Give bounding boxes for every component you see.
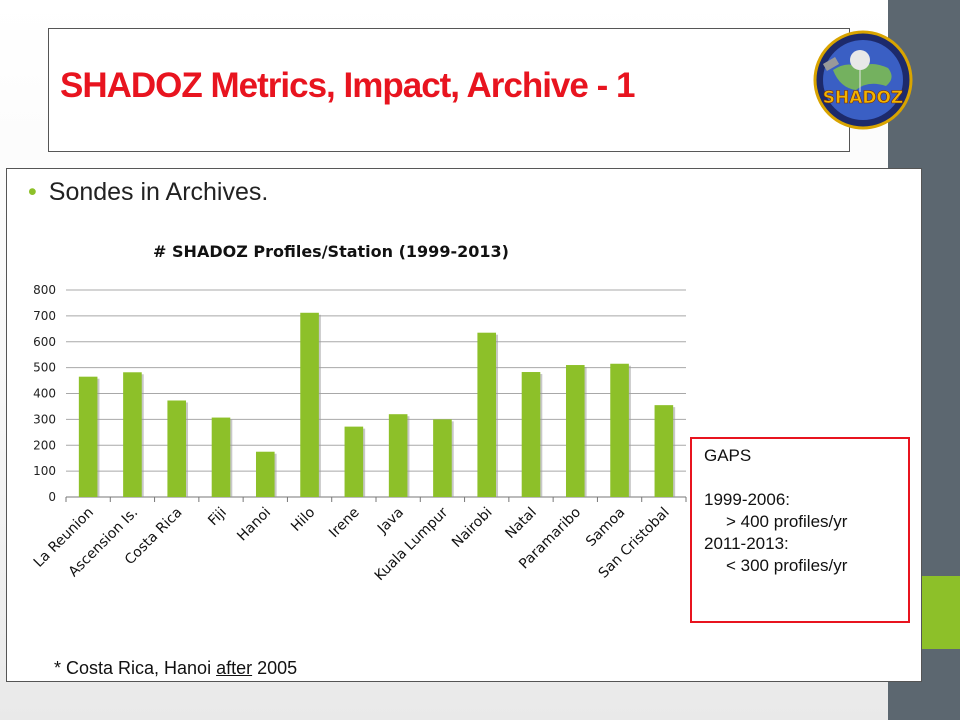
bars — [78, 312, 676, 497]
bar — [344, 426, 364, 497]
bar — [300, 312, 319, 497]
category-label: Java — [374, 505, 407, 538]
gaps-period-1: 1999-2006: — [704, 490, 791, 509]
y-tick-label: 100 — [33, 464, 56, 478]
shadoz-logo: SHADOZ — [813, 30, 913, 130]
bullet-item: • Sondes in Archives. — [28, 178, 268, 207]
logo-text: SHADOZ — [823, 88, 904, 108]
bar — [388, 414, 408, 497]
bar — [610, 363, 629, 497]
bar — [521, 372, 541, 497]
gaps-period-2: 2011-2013: — [704, 534, 789, 553]
gaps-rate-2: < 300 profiles/yr — [726, 556, 848, 575]
y-tick-label: 400 — [33, 387, 56, 401]
gaps-rate-1: > 400 profiles/yr — [726, 512, 848, 531]
footnote: * Costa Rica, Hanoi after 2005 — [54, 658, 297, 679]
y-tick-label: 600 — [33, 335, 56, 349]
y-tick-label: 300 — [33, 412, 56, 426]
bar — [167, 400, 187, 497]
bar — [477, 332, 497, 497]
category-label: Natal — [502, 505, 539, 542]
bullet-dot: • — [28, 178, 37, 206]
footnote-underlined: after — [216, 658, 253, 678]
y-tick-label: 800 — [33, 283, 56, 297]
y-tick-label: 0 — [48, 490, 56, 504]
bar — [123, 372, 142, 497]
category-label: Irene — [326, 505, 363, 542]
slide-title: SHADOZ Metrics, Impact, Archive - 1 — [60, 66, 635, 105]
y-tick-label: 700 — [33, 309, 56, 323]
axis-labels: 0 100 200 300 400 500 600 700 800 — [33, 283, 56, 504]
bar — [433, 419, 452, 497]
footnote-prefix: * Costa Rica, Hanoi — [54, 658, 217, 678]
category-label: Hilo — [288, 505, 318, 535]
category-label: Hanoi — [234, 505, 274, 545]
gridlines — [65, 289, 687, 502]
bar — [78, 376, 98, 497]
footnote-suffix: 2005 — [252, 658, 298, 678]
category-label: Fiji — [205, 505, 230, 530]
gaps-callout: GAPS 1999-2006: > 400 profiles/yr 2011-2… — [690, 437, 910, 623]
gaps-spacer — [704, 467, 908, 489]
y-tick-label: 200 — [33, 438, 56, 452]
y-tick-label: 500 — [33, 361, 56, 375]
bar — [211, 417, 231, 497]
bar — [255, 451, 275, 497]
category-label: Nairobi — [449, 505, 495, 551]
green-accent-tab — [920, 576, 960, 649]
chart-title: # SHADOZ Profiles/Station (1999-2013) — [153, 242, 509, 261]
gaps-title: GAPS — [704, 446, 752, 465]
bullet-text: Sondes in Archives. — [48, 178, 269, 206]
bar — [565, 365, 585, 497]
bar — [654, 405, 674, 497]
